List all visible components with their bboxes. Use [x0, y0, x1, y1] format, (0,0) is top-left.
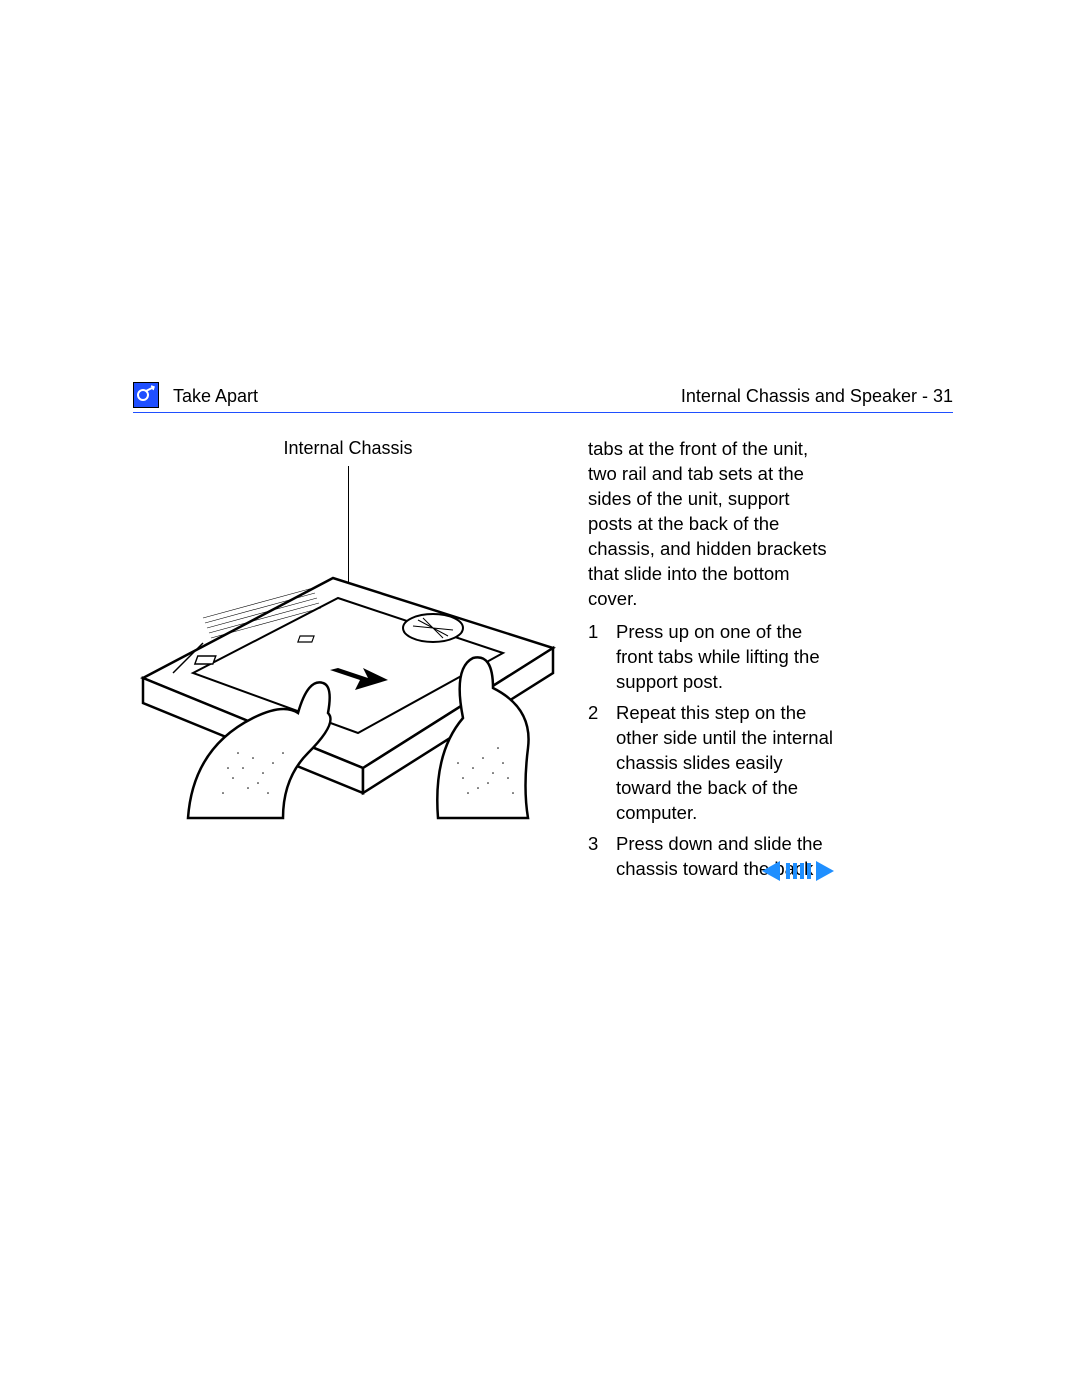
- page-header: Take Apart Internal Chassis and Speaker …: [133, 386, 953, 414]
- section-icon: [133, 382, 159, 408]
- step-text: Press up on one of the front tabs while …: [616, 619, 833, 694]
- next-page-icon[interactable]: [816, 861, 834, 881]
- header-left-text: Take Apart: [173, 386, 258, 407]
- intro-paragraph: tabs at the front of the unit, two rail …: [588, 436, 833, 611]
- body-text: tabs at the front of the unit, two rail …: [588, 436, 833, 887]
- header-right-text: Internal Chassis and Speaker - 31: [681, 386, 953, 407]
- list-item: 2 Repeat this step on the other side unt…: [588, 700, 833, 825]
- list-item: 1 Press up on one of the front tabs whil…: [588, 619, 833, 694]
- header-rule: [133, 412, 953, 413]
- step-list: 1 Press up on one of the front tabs whil…: [588, 619, 833, 881]
- illustration-svg: [133, 518, 563, 838]
- pager: [762, 860, 834, 882]
- prev-page-icon[interactable]: [762, 861, 780, 881]
- illustration-label: Internal Chassis: [133, 438, 563, 459]
- page-bars-icon: [786, 863, 811, 879]
- illustration: Internal Chassis: [133, 438, 563, 838]
- step-number: 3: [588, 831, 616, 881]
- step-number: 2: [588, 700, 616, 825]
- page: Take Apart Internal Chassis and Speaker …: [0, 0, 1080, 1397]
- step-number: 1: [588, 619, 616, 694]
- step-text: Repeat this step on the other side until…: [616, 700, 833, 825]
